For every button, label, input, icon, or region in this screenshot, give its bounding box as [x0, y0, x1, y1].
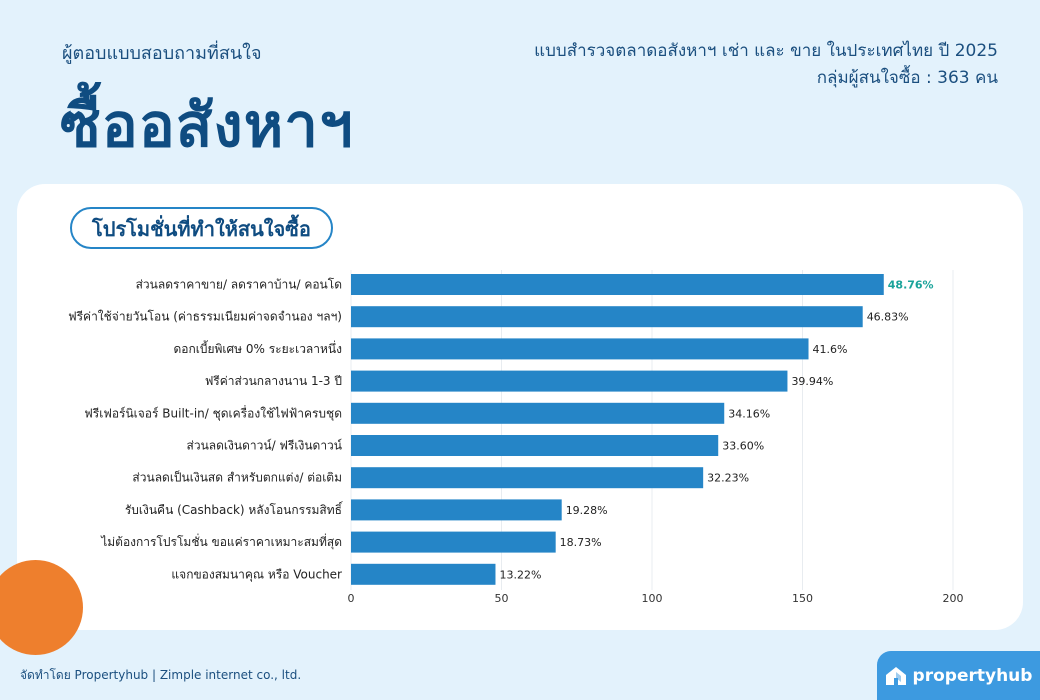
chart-value-labels: 48.76% 46.83% 41.6% 39.94% 34.16% 33.60% 32.23… [499, 279, 933, 582]
bar [351, 370, 788, 392]
chart-bars [351, 274, 884, 585]
category-label: ส่วนลดเป็นเงินสด สำหรับตกแต่ง/ ต่อเติม [132, 470, 342, 485]
bar [351, 274, 884, 295]
bar [351, 402, 725, 424]
x-tick-label: 0 [348, 592, 355, 605]
category-label: แจกของสมนาคุณ หรือ Voucher [171, 567, 342, 582]
value-label: 46.83% [867, 311, 909, 324]
bar [351, 435, 719, 456]
bar [351, 306, 863, 328]
propertyhub-logo[interactable]: propertyhub [877, 651, 1040, 700]
category-label: ฟรีค่าส่วนกลางนาน 1-3 ปี [205, 374, 342, 388]
value-label: 32.23% [707, 472, 749, 485]
category-label: ไม่ต้องการโปรโมชั่น ขอแค่ราคาเหมาะสมที่ส… [100, 533, 342, 550]
chart-category-labels: ส่วนลดราคาขาย/ ลดราคาบ้าน/ คอนโดฟรีค่าใช… [68, 278, 344, 583]
logo-text: propertyhub [912, 665, 1033, 686]
house-icon [885, 666, 906, 685]
x-tick-label: 200 [943, 592, 964, 605]
survey-info: แบบสำรวจตลาดอสังหาฯ เช่า และ ขาย ในประเท… [534, 38, 998, 92]
bar [351, 499, 562, 521]
decorative-orange-circle [0, 560, 83, 655]
value-label: 13.22% [499, 568, 541, 581]
bar [351, 338, 809, 360]
category-label: ส่วนลดเงินดาวน์/ ฟรีเงินดาวน์ [187, 439, 343, 453]
value-label: 18.73% [560, 536, 602, 549]
category-label: ส่วนลดราคาขาย/ ลดราคาบ้าน/ คอนโด [136, 278, 342, 292]
respondent-group: กลุ่มผู้สนใจซื้อ : 363 คน [816, 68, 998, 88]
value-label: 48.76% [888, 279, 934, 292]
value-label: 34.16% [728, 407, 770, 420]
category-label: ฟรีค่าใช้จ่ายวันโอน (ค่าธรรมเนียมค่าจดจำ… [68, 310, 342, 324]
category-label: ฟรีเฟอร์นิเจอร์ Built-in/ ชุดเครื่องใช้ไ… [84, 404, 342, 421]
bar [351, 531, 556, 553]
x-tick-label: 150 [792, 592, 813, 605]
x-tick-label: 100 [642, 592, 663, 605]
header-subtitle: ผู้ตอบแบบสอบถามที่สนใจ [62, 43, 262, 64]
bar [351, 563, 496, 585]
value-label: 19.28% [566, 504, 608, 517]
bar [351, 467, 704, 489]
page-title: ซื้ออสังหาฯ [60, 91, 354, 161]
category-label: รับเงินคืน (Cashback) หลังโอนกรรมสิทธิ์ [125, 501, 344, 517]
value-label: 41.6% [813, 343, 848, 356]
chart-x-ticks: 0 50 100 150 200 [348, 592, 964, 605]
category-label: ดอกเบี้ยพิเศษ 0% ระยะเวลาหนึ่ง [174, 340, 343, 356]
value-label: 39.94% [791, 375, 833, 388]
x-tick-label: 50 [495, 592, 509, 605]
section-title-pill: โปรโมชั่นที่ทำให้สนใจซื้อ [70, 207, 333, 249]
value-label: 33.60% [722, 440, 764, 453]
footer-credit: จัดทำโดย Propertyhub | Zimple internet c… [20, 668, 302, 682]
survey-title: แบบสำรวจตลาดอสังหาฯ เช่า และ ขาย ในประเท… [534, 41, 998, 61]
